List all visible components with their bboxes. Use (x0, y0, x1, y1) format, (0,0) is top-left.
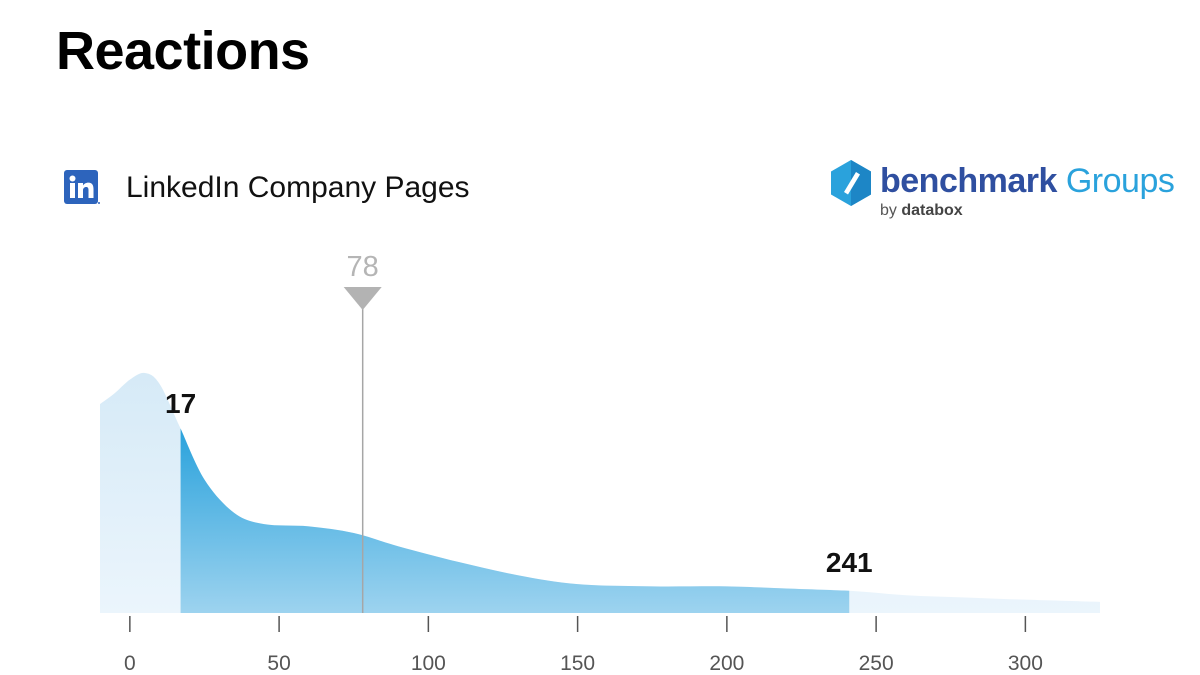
source: LinkedIn Company Pages (64, 170, 470, 206)
x-tick-label-200: 200 (709, 652, 744, 675)
linkedin-icon (64, 170, 100, 206)
lower-bound-label: 17 (165, 388, 196, 419)
upper-bound-label: 241 (826, 547, 873, 578)
x-tick-label-0: 0 (124, 652, 136, 675)
density-area-range (180, 428, 850, 613)
x-tick-label-300: 300 (1008, 652, 1043, 675)
page-title: Reactions (56, 21, 310, 81)
median-marker-icon (343, 287, 382, 310)
x-tick-label-100: 100 (411, 652, 446, 675)
median-label: 78 (347, 251, 379, 283)
x-tick-label-150: 150 (560, 652, 595, 675)
x-tick-label-50: 50 (267, 652, 290, 675)
source-label: LinkedIn Company Pages (126, 171, 470, 204)
brand-logo: benchmark Groups by databox (828, 158, 1175, 228)
benchmark-logo-icon (828, 158, 874, 213)
brand-byline: by databox (880, 202, 963, 219)
brand-name: benchmark Groups (880, 162, 1175, 200)
x-tick-label-250: 250 (859, 652, 894, 675)
